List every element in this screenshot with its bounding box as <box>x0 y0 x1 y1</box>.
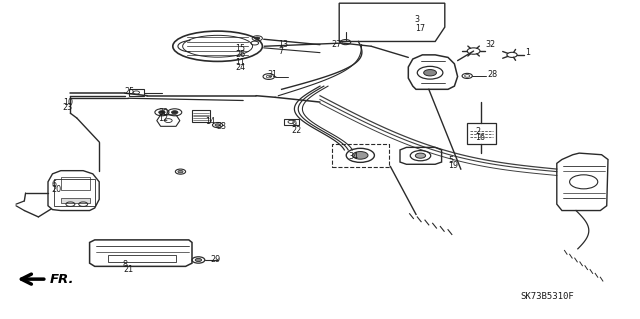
Text: 30: 30 <box>158 108 168 117</box>
Text: 29: 29 <box>210 256 220 264</box>
Bar <box>467 123 496 144</box>
Text: 21: 21 <box>123 265 133 274</box>
Circle shape <box>159 111 165 114</box>
Bar <box>332 144 389 167</box>
Bar <box>129 89 144 96</box>
Text: 12: 12 <box>158 114 168 123</box>
Circle shape <box>172 111 178 114</box>
Text: 5: 5 <box>448 156 453 165</box>
Text: 34: 34 <box>349 152 359 161</box>
Text: 19: 19 <box>448 161 458 170</box>
Text: 2: 2 <box>475 127 480 136</box>
Text: 33: 33 <box>216 122 227 130</box>
Text: 16: 16 <box>475 133 485 142</box>
Text: SK73B5310F: SK73B5310F <box>520 292 574 300</box>
Circle shape <box>195 258 202 262</box>
Text: 31: 31 <box>268 70 278 78</box>
Text: 24: 24 <box>236 63 246 72</box>
Text: 14: 14 <box>205 117 215 126</box>
Text: FR.: FR. <box>50 273 74 286</box>
Text: 13: 13 <box>278 40 289 48</box>
Text: 7: 7 <box>278 47 284 56</box>
Text: 20: 20 <box>51 185 61 194</box>
Text: 28: 28 <box>488 70 498 78</box>
Text: 27: 27 <box>332 40 342 49</box>
Text: 9: 9 <box>291 120 296 129</box>
Bar <box>284 119 299 125</box>
Text: 26: 26 <box>236 50 246 59</box>
Polygon shape <box>61 198 90 203</box>
Circle shape <box>415 153 426 158</box>
Text: 25: 25 <box>125 87 135 96</box>
Text: 10: 10 <box>63 98 73 107</box>
Text: 23: 23 <box>63 103 73 112</box>
Bar <box>192 110 210 122</box>
Circle shape <box>178 170 183 173</box>
Circle shape <box>255 37 260 40</box>
Text: 3: 3 <box>415 15 420 24</box>
Circle shape <box>353 152 368 159</box>
Circle shape <box>215 124 220 126</box>
Text: 11: 11 <box>236 58 246 67</box>
Text: 32: 32 <box>485 40 495 48</box>
Text: 17: 17 <box>415 24 425 33</box>
Text: 8: 8 <box>123 260 128 269</box>
Text: 1: 1 <box>525 48 530 57</box>
Text: 22: 22 <box>291 126 301 135</box>
Circle shape <box>424 70 436 76</box>
Text: 15: 15 <box>236 44 246 53</box>
Text: 6: 6 <box>51 180 56 189</box>
